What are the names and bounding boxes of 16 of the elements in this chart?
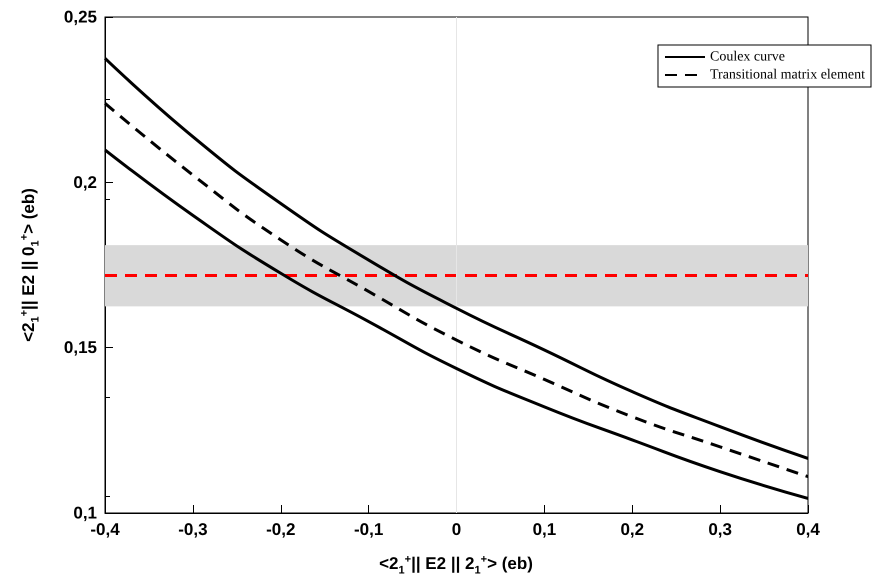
x-tick-label: 0,1 bbox=[532, 520, 556, 539]
x-tick-label: -0,4 bbox=[90, 520, 120, 539]
x-tick-label: 0,3 bbox=[708, 520, 732, 539]
x-tick-label: -0,1 bbox=[354, 520, 384, 539]
x-axis-title: <2$_{1}$$^{+}$|| E2 || 2$_{1}$$^{+}$> (eb) bbox=[379, 553, 533, 577]
x-tick-label: -0,3 bbox=[178, 520, 208, 539]
x-tick-label: 0,2 bbox=[620, 520, 644, 539]
x-tick-label: 0 bbox=[452, 520, 462, 539]
legend-label: Coulex curve bbox=[710, 50, 786, 64]
y-tick-label: 0,25 bbox=[64, 8, 97, 26]
legend-label: Transitional matrix element bbox=[710, 68, 866, 82]
y-tick-label: 0,15 bbox=[64, 338, 97, 358]
y-tick-label: 0,2 bbox=[73, 172, 97, 192]
x-tick-label: -0,2 bbox=[266, 520, 296, 539]
x-tick-label: 0,4 bbox=[796, 520, 820, 539]
y-tick-label: 0,1 bbox=[73, 504, 97, 522]
